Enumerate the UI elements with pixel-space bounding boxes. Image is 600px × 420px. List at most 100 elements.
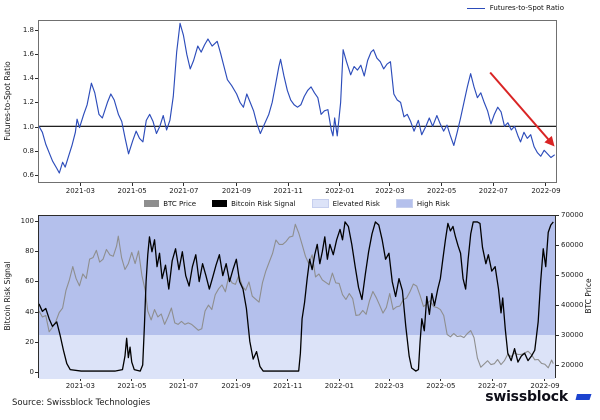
x-tick-label: 2022-07: [478, 187, 509, 195]
y-tick-mark: [35, 54, 38, 55]
x-tick-label: 2022-07: [477, 382, 508, 390]
bottom-chart-legend: BTC Price Bitcoin Risk Signal Elevated R…: [38, 199, 556, 208]
y-tick-mark: [35, 342, 38, 343]
y-tick-label: 40000: [561, 301, 584, 310]
y-tick-label: 1.2: [22, 98, 34, 107]
y-tick-mark: [35, 312, 38, 313]
x-tick-label: 2022-05: [426, 382, 456, 390]
bitcoin-risk-signal-chart: [39, 221, 554, 372]
y-tick-mark: [556, 305, 559, 306]
y-tick-mark: [35, 281, 38, 282]
y-tick-mark: [556, 275, 559, 276]
elevated-risk-swatch-icon: [311, 199, 329, 208]
x-tick-label: 2021-09: [221, 187, 252, 195]
swissblock-logo-dash-icon: [575, 394, 592, 400]
x-tick-mark: [338, 378, 340, 381]
x-tick-label: 2022-05: [427, 187, 457, 195]
x-tick-mark: [492, 378, 494, 381]
x-tick-label: 2022-03: [374, 382, 404, 390]
x-tick-mark: [131, 378, 133, 381]
y-tick-mark: [35, 102, 38, 103]
x-tick-mark: [339, 183, 341, 186]
swissblock-logo: swissblock: [485, 389, 594, 405]
btc-price-swatch-icon: [144, 200, 160, 207]
x-tick-label: 2022-03: [375, 187, 405, 195]
risk-signal-swatch-icon: [212, 200, 228, 207]
y-tick-mark: [35, 78, 38, 79]
y-tick-label: 80: [25, 247, 34, 256]
y-tick-mark: [35, 251, 38, 252]
x-tick-mark: [545, 183, 547, 186]
legend-label: BTC Price: [163, 199, 197, 208]
ratio-line-swatch-icon: [466, 7, 485, 9]
y-tick-label: 1.4: [22, 74, 34, 83]
y-tick-mark: [556, 215, 559, 216]
x-tick-label: 2021-03: [65, 187, 96, 195]
x-tick-label: 2021-05: [117, 382, 147, 390]
y-tick-mark: [35, 372, 38, 373]
x-tick-mark: [79, 378, 81, 381]
y-tick-label: 1.6: [22, 49, 34, 58]
high-risk-swatch-icon: [395, 199, 413, 208]
legend-label: Bitcoin Risk Signal: [231, 199, 296, 208]
x-tick-mark: [544, 378, 546, 381]
x-tick-mark: [287, 378, 289, 381]
x-tick-label: 2021-11: [273, 382, 303, 390]
swissblock-logo-text: swissblock: [485, 389, 568, 405]
x-tick-mark: [287, 183, 289, 186]
x-tick-mark: [388, 378, 390, 381]
legend-label: High Risk: [416, 199, 450, 208]
x-tick-label: 2021-07: [168, 382, 199, 390]
x-tick-label: 2022-09: [531, 187, 561, 195]
y-tick-mark: [35, 221, 38, 222]
x-tick-label: 2021-05: [117, 187, 147, 195]
y-tick-mark: [556, 335, 559, 336]
x-tick-label: 2022-01: [325, 187, 355, 195]
y-tick-label: 20000: [561, 361, 584, 370]
legend-item-elevated-risk: Elevated Risk: [311, 199, 380, 208]
top-chart-legend: Futures-to-Spot Ratio: [466, 4, 564, 12]
legend-item-btc-price: BTC Price: [144, 200, 196, 208]
x-tick-label: 2021-11: [273, 187, 303, 195]
x-tick-label: 2021-03: [65, 382, 95, 390]
x-tick-mark: [235, 183, 237, 186]
y-tick-label: 0: [29, 367, 34, 376]
legend-label: Elevated Risk: [332, 199, 380, 208]
x-tick-label: 2021-07: [169, 187, 199, 195]
bottom-chart-plot-area: [38, 215, 556, 379]
y-tick-mark: [35, 127, 38, 128]
y-tick-label: 60: [25, 277, 34, 286]
high-risk-band: [39, 216, 555, 336]
legend-item-risk-signal: Bitcoin Risk Signal: [212, 199, 296, 208]
x-tick-label: 2021-09: [221, 382, 251, 390]
y-tick-mark: [556, 245, 559, 246]
y-tick-label: 100: [20, 217, 34, 226]
top-legend-label: Futures-to-Spot Ratio: [489, 4, 564, 12]
y-tick-label: 50000: [561, 271, 584, 280]
y-tick-label: 1.0: [22, 122, 34, 131]
y-tick-label: 60000: [561, 241, 584, 250]
y-tick-mark: [35, 151, 38, 152]
x-tick-mark: [389, 183, 391, 186]
top-chart-plot-area: [38, 20, 557, 183]
x-tick-mark: [235, 378, 237, 381]
y-tick-label: 0.6: [22, 171, 34, 180]
legend-item-high-risk: High Risk: [395, 199, 450, 208]
y-tick-label: 40: [25, 307, 34, 316]
y-tick-mark: [35, 30, 38, 31]
y-tick-label: 70000: [561, 211, 584, 220]
y-tick-mark: [556, 365, 559, 366]
source-text: Source: Swissblock Technologies: [12, 398, 151, 408]
x-tick-mark: [183, 378, 185, 381]
y-tick-label: 1.8: [22, 25, 34, 34]
x-tick-mark: [131, 183, 133, 186]
futures-to-spot-ratio-chart: [39, 22, 556, 174]
x-tick-mark: [492, 183, 494, 186]
x-tick-label: 2022-01: [324, 382, 354, 390]
y-tick-mark: [35, 175, 38, 176]
x-tick-mark: [441, 183, 443, 186]
x-tick-mark: [440, 378, 442, 381]
y-tick-label: 20: [25, 337, 34, 346]
y-tick-label: 0.8: [22, 146, 34, 155]
